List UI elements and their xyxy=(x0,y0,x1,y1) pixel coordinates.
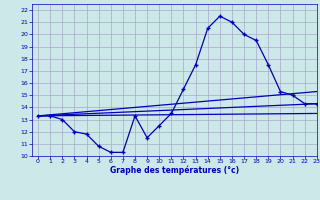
X-axis label: Graphe des températures (°c): Graphe des températures (°c) xyxy=(110,166,239,175)
